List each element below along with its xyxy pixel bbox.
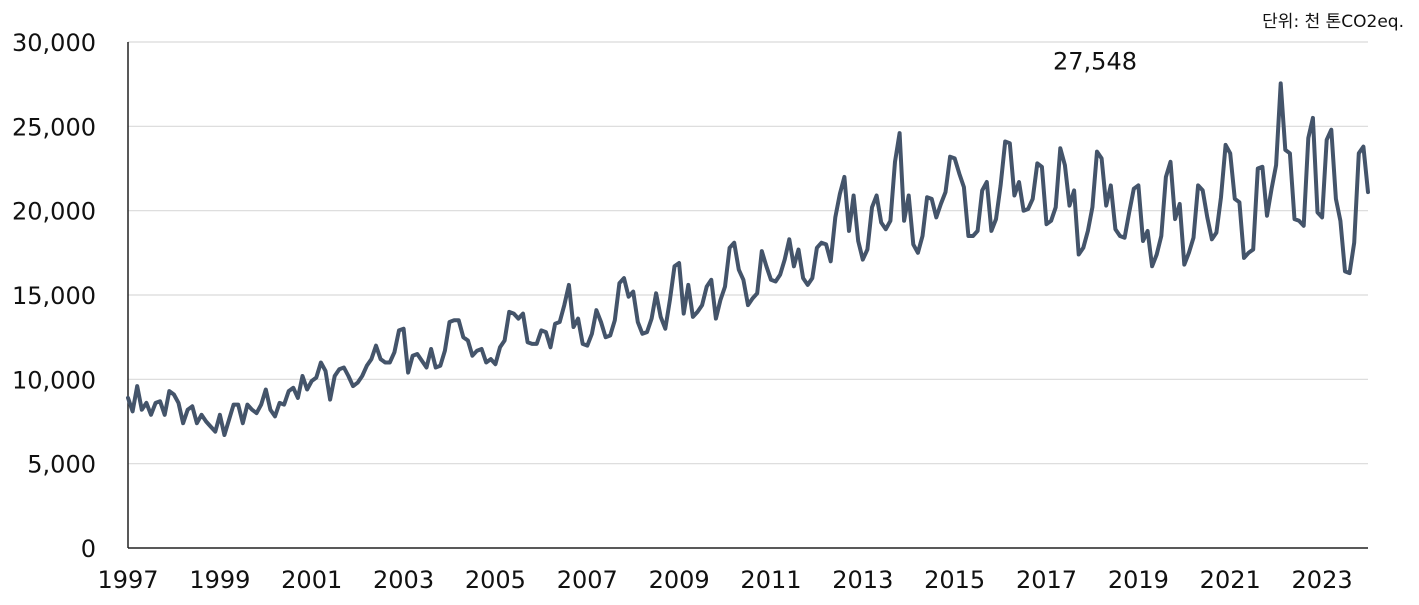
series	[126, 81, 1370, 437]
unit-label: 단위: 천 톤CO2eq.	[1262, 12, 1404, 32]
y-tick-label: 0	[81, 535, 96, 563]
x-tick-label: 1999	[189, 566, 250, 594]
y-tick-labels: 0 5,000 10,000 15,000 20,000 25,000 30,000	[12, 29, 96, 563]
x-tick-label: 1997	[97, 566, 158, 594]
x-tick-label: 2005	[465, 566, 526, 594]
axes	[127, 42, 1368, 549]
x-tick-label: 2003	[373, 566, 434, 594]
x-tick-label: 2021	[1200, 566, 1261, 594]
x-tick-labels: 1997 1999 2001 2003 2005 2007 2009 2011 2013 2015…	[97, 566, 1352, 594]
x-tick-label: 2011	[740, 566, 801, 594]
x-tick-label: 2009	[649, 566, 710, 594]
x-tick-label: 2001	[281, 566, 342, 594]
y-tick-label: 25,000	[12, 113, 96, 141]
x-tick-label: 2019	[1108, 566, 1169, 594]
y-tick-label: 20,000	[12, 198, 96, 226]
annotations: 27,548	[1053, 47, 1137, 75]
peak-value-label: 27,548	[1053, 47, 1137, 75]
y-tick-label: 10,000	[12, 366, 96, 394]
y-tick-label: 15,000	[12, 282, 96, 310]
x-tick-label: 2007	[557, 566, 618, 594]
y-tick-label: 5,000	[27, 451, 96, 479]
x-tick-label: 2017	[1016, 566, 1077, 594]
series-line	[126, 81, 1370, 437]
y-tick-label: 30,000	[12, 29, 96, 57]
x-tick-label: 2013	[832, 566, 893, 594]
x-tick-label: 2015	[924, 566, 985, 594]
x-tick-label: 2023	[1292, 566, 1353, 594]
